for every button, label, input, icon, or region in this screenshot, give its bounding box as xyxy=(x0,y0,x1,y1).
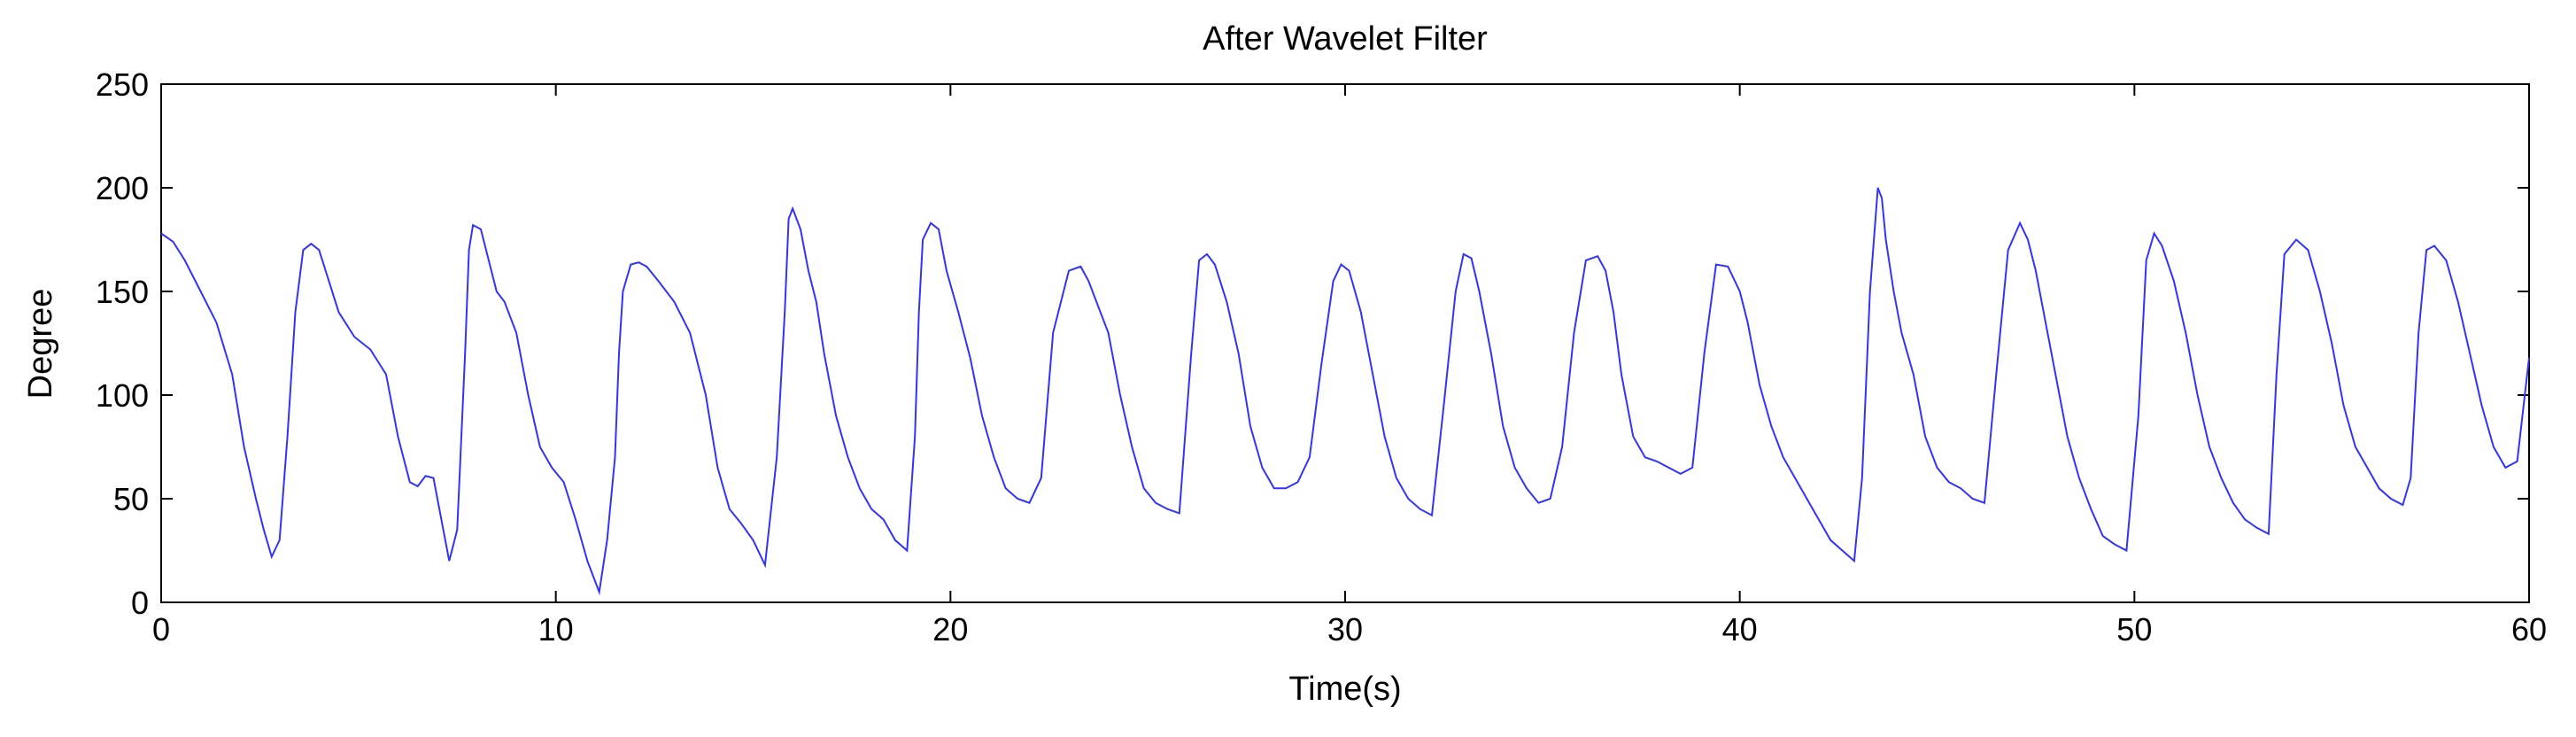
y-tick-label: 250 xyxy=(96,66,149,103)
y-tick-label: 150 xyxy=(96,274,149,310)
y-axis-label: Degree xyxy=(22,289,59,400)
x-tick-label: 50 xyxy=(2116,611,2152,648)
y-axis-tick-labels: 0 50 100 150 200 250 xyxy=(96,66,149,621)
y-tick-label: 0 xyxy=(131,585,149,621)
chart-title: After Wavelet Filter xyxy=(1203,20,1488,58)
x-tick-label: 10 xyxy=(538,611,574,648)
x-tick-label: 60 xyxy=(2511,611,2547,648)
axis-ticks xyxy=(160,83,2530,603)
x-axis-label: Time(s) xyxy=(1288,671,1401,708)
x-tick-label: 20 xyxy=(932,611,968,648)
plot-area xyxy=(160,83,2530,603)
x-tick-label: 30 xyxy=(1327,611,1363,648)
x-tick-label: 40 xyxy=(1722,611,1758,648)
x-axis-tick-labels: 0 10 20 30 40 50 60 xyxy=(152,611,2547,648)
x-tick-label: 0 xyxy=(152,611,170,648)
series-line xyxy=(160,187,2530,596)
y-tick-label: 100 xyxy=(96,377,149,414)
y-tick-label: 50 xyxy=(113,481,149,517)
y-tick-label: 200 xyxy=(96,170,149,206)
